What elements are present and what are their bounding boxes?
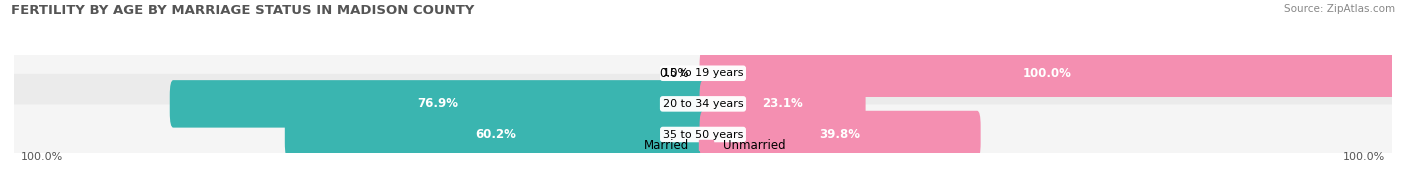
Text: 35 to 50 years: 35 to 50 years (662, 130, 744, 140)
Text: 100.0%: 100.0% (1343, 152, 1385, 162)
Text: 76.9%: 76.9% (418, 97, 458, 110)
FancyBboxPatch shape (700, 111, 980, 158)
Text: 0.0%: 0.0% (659, 67, 689, 80)
Text: 100.0%: 100.0% (21, 152, 63, 162)
FancyBboxPatch shape (700, 80, 866, 128)
Text: FERTILITY BY AGE BY MARRIAGE STATUS IN MADISON COUNTY: FERTILITY BY AGE BY MARRIAGE STATUS IN M… (11, 4, 475, 17)
FancyBboxPatch shape (0, 43, 1406, 103)
Text: 60.2%: 60.2% (475, 128, 516, 141)
Text: Source: ZipAtlas.com: Source: ZipAtlas.com (1284, 4, 1395, 14)
FancyBboxPatch shape (170, 80, 706, 128)
Legend: Married, Unmarried: Married, Unmarried (619, 137, 787, 155)
FancyBboxPatch shape (0, 74, 1406, 134)
Text: 39.8%: 39.8% (820, 128, 860, 141)
FancyBboxPatch shape (700, 50, 1395, 97)
Text: 100.0%: 100.0% (1024, 67, 1071, 80)
Text: 20 to 34 years: 20 to 34 years (662, 99, 744, 109)
Text: 15 to 19 years: 15 to 19 years (662, 68, 744, 78)
FancyBboxPatch shape (0, 104, 1406, 164)
FancyBboxPatch shape (285, 111, 706, 158)
Text: 23.1%: 23.1% (762, 97, 803, 110)
